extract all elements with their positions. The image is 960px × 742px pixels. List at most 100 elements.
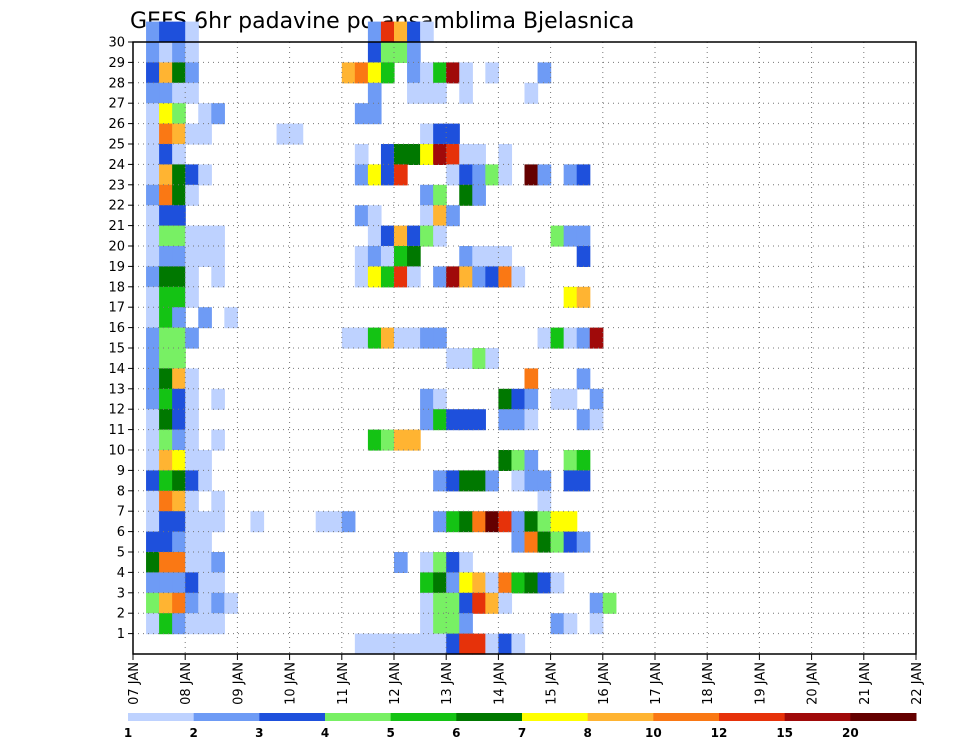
heatmap-cell: [211, 552, 225, 573]
heatmap-cell: [433, 327, 447, 349]
y-tick-label: 14: [108, 362, 125, 377]
colorbar-swatch: [325, 713, 392, 721]
heatmap-cell: [433, 511, 447, 533]
x-tick-label: 16 JAN: [597, 662, 612, 705]
heatmap-cell: [146, 613, 160, 635]
heatmap-cell: [511, 450, 526, 471]
heatmap-cell: [433, 592, 447, 614]
colorbar-label: 12: [711, 726, 728, 740]
heatmap-cell: [394, 327, 408, 349]
heatmap-cell: [146, 348, 160, 369]
heatmap-cell: [159, 225, 173, 247]
heatmap-cell: [446, 348, 460, 369]
heatmap-cell: [498, 592, 513, 614]
heatmap-cell: [172, 246, 186, 267]
heatmap-cell: [185, 490, 199, 512]
heatmap-cell: [420, 225, 434, 247]
heatmap-cell: [211, 613, 225, 635]
heatmap-cell: [289, 123, 304, 145]
heatmap-cell: [159, 388, 173, 410]
heatmap-cell: [524, 572, 539, 594]
heatmap-cell: [172, 490, 186, 512]
heatmap-cell: [146, 572, 160, 594]
heatmap-cell: [146, 368, 160, 390]
heatmap-cell: [472, 246, 486, 267]
heatmap-cell: [407, 327, 421, 349]
heatmap-cell: [185, 450, 199, 471]
x-tick-label: 17 JAN: [649, 662, 664, 705]
heatmap-cell: [146, 123, 160, 145]
heatmap-cell: [198, 225, 212, 247]
heatmap-cell: [446, 633, 460, 655]
heatmap-cell: [172, 286, 186, 308]
heatmap-cell: [394, 246, 408, 267]
heatmap-cell: [420, 633, 434, 655]
heatmap-cell: [589, 327, 604, 349]
heatmap-cell: [394, 429, 408, 451]
colorbar-label: 7: [518, 726, 526, 740]
y-tick-label: 26: [108, 117, 125, 132]
heatmap-cell: [146, 552, 160, 573]
heatmap-cell: [407, 82, 421, 104]
grid: [133, 42, 916, 654]
heatmap-cell: [198, 246, 212, 267]
heatmap-cell: [198, 164, 212, 186]
heatmap-cell: [146, 62, 160, 84]
heatmap-cell: [172, 368, 186, 390]
heatmap-cell: [159, 409, 173, 431]
heatmap-cell: [407, 429, 421, 451]
colorbar-swatch: [784, 713, 851, 721]
heatmap-cell: [380, 429, 395, 451]
heatmap-cell: [394, 266, 408, 288]
heatmap-cell: [211, 429, 225, 451]
heatmap-cell: [433, 184, 447, 206]
heatmap-cell: [172, 205, 186, 227]
y-tick-label: 18: [108, 280, 125, 295]
heatmap-cell: [537, 62, 552, 84]
heatmap-cell: [185, 246, 199, 267]
heatmap-cell: [511, 572, 526, 594]
heatmap-cell: [563, 388, 578, 410]
heatmap-cell: [498, 511, 513, 533]
heatmap-cell: [563, 164, 578, 186]
heatmap-cell: [485, 62, 499, 84]
heatmap-cell: [550, 511, 565, 533]
x-tick-label: 19 JAN: [753, 662, 768, 705]
colorbar-swatch: [653, 713, 720, 721]
heatmap-cell: [394, 42, 408, 63]
heatmap-cell: [172, 450, 186, 471]
heatmap-cell: [524, 164, 539, 186]
heatmap-cell: [172, 123, 186, 145]
heatmap-cell: [198, 470, 212, 492]
heatmap-cell: [420, 552, 434, 573]
heatmap-cell: [472, 592, 486, 614]
heatmap-cell: [420, 205, 434, 227]
y-tick-label: 20: [108, 240, 125, 255]
heatmap-cell: [367, 429, 382, 451]
heatmap-cell: [537, 531, 552, 553]
y-tick-label: 8: [117, 484, 125, 499]
heatmap-cell: [146, 42, 160, 63]
heatmap-cell: [394, 552, 408, 573]
heatmap-cell: [354, 266, 369, 288]
colorbar-label: 15: [776, 726, 793, 740]
heatmap-cell: [407, 246, 421, 267]
heatmap-cell: [172, 164, 186, 186]
y-tick-label: 3: [117, 586, 125, 601]
heatmap-cell: [498, 164, 513, 186]
heatmap-cell: [537, 511, 552, 533]
heatmap-cell: [198, 103, 212, 125]
heatmap-cell: [394, 164, 408, 186]
heatmap-cell: [159, 470, 173, 492]
heatmap-cell: [420, 572, 434, 594]
heatmap-cell: [159, 286, 173, 308]
heatmap-cell: [498, 388, 513, 410]
heatmap-cell: [420, 21, 434, 43]
heatmap-cell: [459, 552, 473, 573]
heatmap-cell: [524, 531, 539, 553]
heatmap-cell: [537, 572, 552, 594]
heatmap-cell: [172, 184, 186, 206]
heatmap-cell: [524, 388, 539, 410]
heatmap-cell: [446, 62, 460, 84]
heatmap-cell: [159, 307, 173, 329]
